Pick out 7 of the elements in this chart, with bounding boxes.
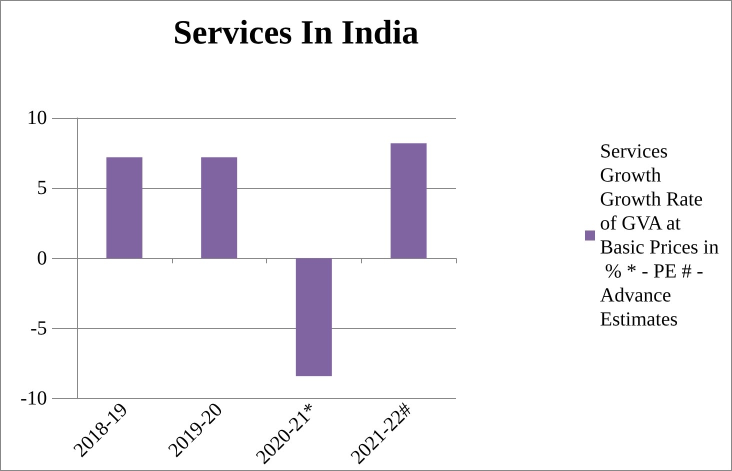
y-tick-label: 10 [27,107,47,129]
y-tick-label: -10 [20,388,47,410]
y-tick-label: 0 [37,247,47,270]
y-tick-label: -5 [30,317,47,340]
y-tick-label: 5 [37,177,47,200]
chart-title: Services In India [173,14,419,52]
legend-label: Services Growth Growth Rate of GVA at Basic Prices in % * - PE # - Advance Estimates [600,140,719,330]
